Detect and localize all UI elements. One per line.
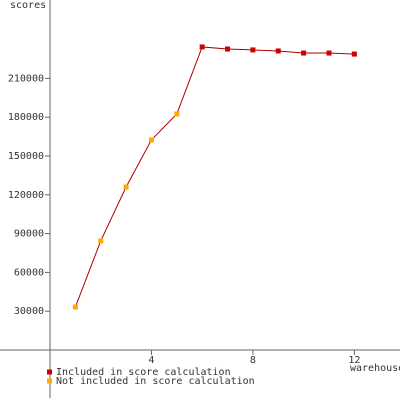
data-point (275, 48, 281, 54)
y-tick-label: 210000 (8, 73, 44, 84)
data-point (123, 184, 129, 190)
y-tick-label: 180000 (8, 112, 44, 123)
legend-label: Included in score calculation (56, 367, 231, 378)
legend-label: Not included in score calculation (56, 376, 255, 387)
data-point (326, 50, 332, 56)
data-point (301, 50, 307, 56)
data-point (351, 51, 357, 57)
x-axis-label: warehouses (350, 363, 400, 374)
data-point (174, 111, 180, 117)
data-line (74, 46, 355, 308)
data-point (72, 304, 78, 310)
x-tick-label: 12 (348, 355, 360, 366)
y-axis-label: scores (10, 0, 46, 11)
y-tick-label: 30000 (14, 306, 44, 317)
x-tick-label: 8 (250, 355, 256, 366)
y-tick-label: 120000 (8, 190, 44, 201)
data-point (148, 137, 154, 143)
data-point (225, 46, 231, 52)
data-point (98, 238, 104, 244)
data-point (199, 44, 205, 50)
y-tick-label: 150000 (8, 151, 44, 162)
legend-marker (47, 369, 52, 375)
legend-marker (47, 378, 52, 384)
y-tick-label: 90000 (14, 229, 44, 240)
data-point (250, 47, 256, 53)
x-tick-label: 4 (148, 355, 154, 366)
y-tick-label: 60000 (14, 267, 44, 278)
